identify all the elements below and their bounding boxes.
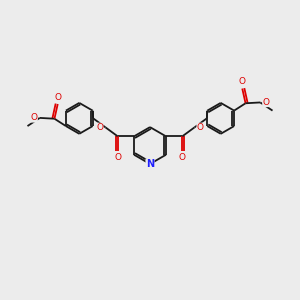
Text: O: O bbox=[262, 98, 269, 107]
Text: O: O bbox=[96, 123, 103, 132]
Text: O: O bbox=[54, 93, 61, 102]
Text: O: O bbox=[239, 77, 246, 86]
Text: O: O bbox=[31, 113, 38, 122]
Text: O: O bbox=[196, 123, 204, 132]
Text: O: O bbox=[114, 153, 121, 162]
Text: O: O bbox=[179, 153, 186, 162]
Text: N: N bbox=[146, 159, 154, 169]
